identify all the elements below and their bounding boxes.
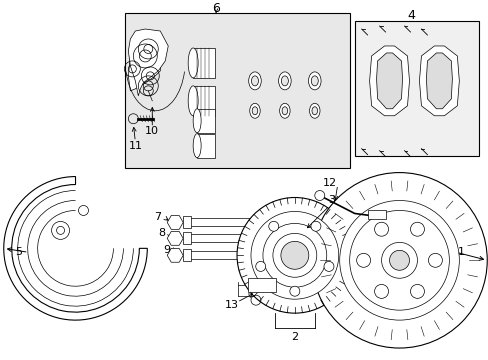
Bar (193, 48, 215, 78)
Ellipse shape (248, 72, 261, 90)
Ellipse shape (308, 72, 321, 90)
Ellipse shape (281, 76, 288, 86)
Text: 13: 13 (224, 300, 239, 310)
Text: 12: 12 (322, 177, 336, 188)
Circle shape (255, 261, 265, 271)
Ellipse shape (251, 76, 258, 86)
Circle shape (389, 250, 408, 270)
Circle shape (272, 233, 316, 277)
Bar (197, 134, 215, 158)
Ellipse shape (278, 72, 290, 90)
Circle shape (374, 222, 388, 236)
Circle shape (409, 284, 424, 298)
Bar (183, 216, 191, 228)
Bar (193, 86, 215, 116)
Circle shape (427, 253, 442, 267)
Bar (125, 13, 349, 168)
Circle shape (268, 221, 278, 231)
Text: 9: 9 (163, 245, 170, 255)
Circle shape (314, 190, 324, 201)
Circle shape (263, 224, 326, 287)
Text: 1: 1 (457, 247, 464, 257)
Text: 3: 3 (327, 195, 335, 206)
Text: 6: 6 (212, 1, 220, 15)
Bar (354, 21, 478, 156)
Polygon shape (426, 53, 451, 109)
Circle shape (280, 241, 308, 269)
Ellipse shape (249, 103, 260, 118)
Bar (367, 211, 385, 220)
Text: 4: 4 (407, 9, 415, 22)
Polygon shape (419, 46, 458, 116)
Polygon shape (128, 31, 162, 91)
Ellipse shape (252, 107, 257, 115)
Circle shape (324, 261, 333, 271)
Circle shape (349, 211, 448, 310)
Circle shape (250, 211, 338, 299)
Ellipse shape (309, 103, 319, 118)
Polygon shape (369, 46, 408, 116)
Circle shape (356, 253, 370, 267)
Circle shape (374, 284, 388, 298)
Ellipse shape (311, 107, 317, 115)
Circle shape (339, 201, 458, 320)
Polygon shape (376, 53, 402, 109)
Ellipse shape (193, 109, 201, 133)
Ellipse shape (311, 76, 318, 86)
Text: 10: 10 (145, 126, 159, 136)
Bar (183, 249, 191, 261)
Circle shape (310, 221, 320, 231)
Text: 5: 5 (15, 247, 22, 257)
Ellipse shape (188, 48, 198, 78)
Bar (247, 278, 275, 292)
Ellipse shape (188, 86, 198, 116)
Circle shape (289, 286, 299, 296)
Bar (197, 109, 215, 133)
Circle shape (311, 172, 486, 348)
Circle shape (409, 222, 424, 236)
Ellipse shape (279, 103, 289, 118)
Polygon shape (128, 29, 168, 96)
Text: 8: 8 (159, 228, 165, 238)
Ellipse shape (193, 134, 201, 158)
Ellipse shape (282, 107, 287, 115)
Circle shape (237, 198, 352, 313)
Text: 7: 7 (153, 212, 161, 222)
Bar (183, 233, 191, 244)
Circle shape (381, 242, 417, 278)
Text: 11: 11 (128, 141, 142, 151)
Text: 2: 2 (291, 332, 298, 342)
